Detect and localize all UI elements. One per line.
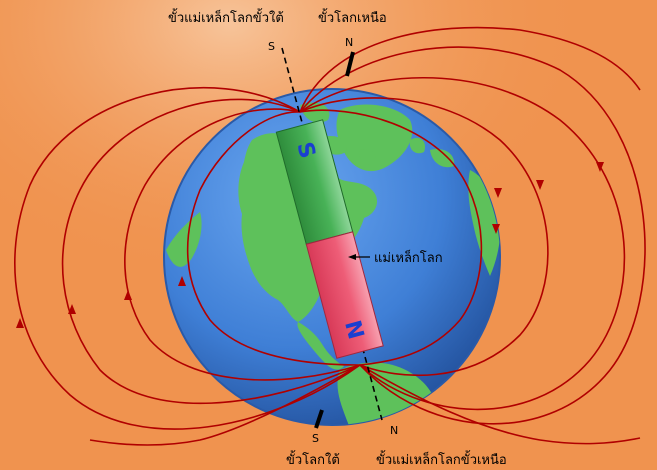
arrow-mark — [492, 224, 500, 234]
geographic-north-axis — [345, 51, 355, 77]
field-line-right-2 — [299, 46, 646, 425]
asia-edge — [166, 212, 202, 267]
axis-n-top-label: N — [345, 36, 353, 49]
arrow-mark — [494, 188, 502, 198]
geographic-north-pole-label: ขั้วโลกเหนือ — [318, 8, 387, 26]
field-line-left-1 — [61, 98, 361, 405]
magnetic-field-lines — [14, 26, 646, 446]
field-line-left-3 — [124, 108, 361, 381]
south-america-shape — [337, 362, 437, 425]
magnet-pointer — [348, 254, 370, 260]
arrow-mark — [596, 162, 604, 172]
field-line-bottom-right — [359, 364, 641, 445]
field-line-right-3 — [299, 97, 549, 377]
arrow-mark — [16, 318, 24, 328]
field-line-bottom-small — [89, 364, 361, 446]
greenland-shape — [336, 104, 413, 172]
field-line-right-1 — [299, 76, 626, 411]
bar-magnet-s-letter: S — [291, 139, 319, 161]
field-line-right-4 — [299, 109, 483, 366]
field-line-left-2 — [14, 86, 361, 430]
geographic-south-axis — [314, 409, 324, 429]
geographic-south-pole-label: ขั้วโลกใต้ — [286, 450, 340, 468]
axis-s-top-label: S — [268, 40, 275, 53]
magnetic-south-pole-label: ขั้วแม่เหล็กโลกขั้วใต้ — [168, 8, 284, 26]
arrow-mark — [536, 180, 544, 190]
magnet-label: แม่เหล็กโลก — [374, 248, 443, 266]
arrow-mark — [124, 290, 132, 300]
field-line-arrows — [16, 162, 604, 328]
arrow-mark — [178, 276, 186, 286]
magnetic-north-pole-label: ขั้วแม่เหล็กโลกขั้วเหนือ — [376, 450, 507, 468]
axis-n-bottom-label: N — [390, 424, 398, 437]
bar-magnet: S N — [275, 119, 384, 359]
bar-magnet-north-half — [305, 231, 384, 359]
axis-s-bottom-label: S — [312, 432, 319, 445]
field-line-left-4 — [186, 111, 361, 366]
arrow-mark — [68, 304, 76, 314]
field-line-top-small — [299, 26, 641, 113]
